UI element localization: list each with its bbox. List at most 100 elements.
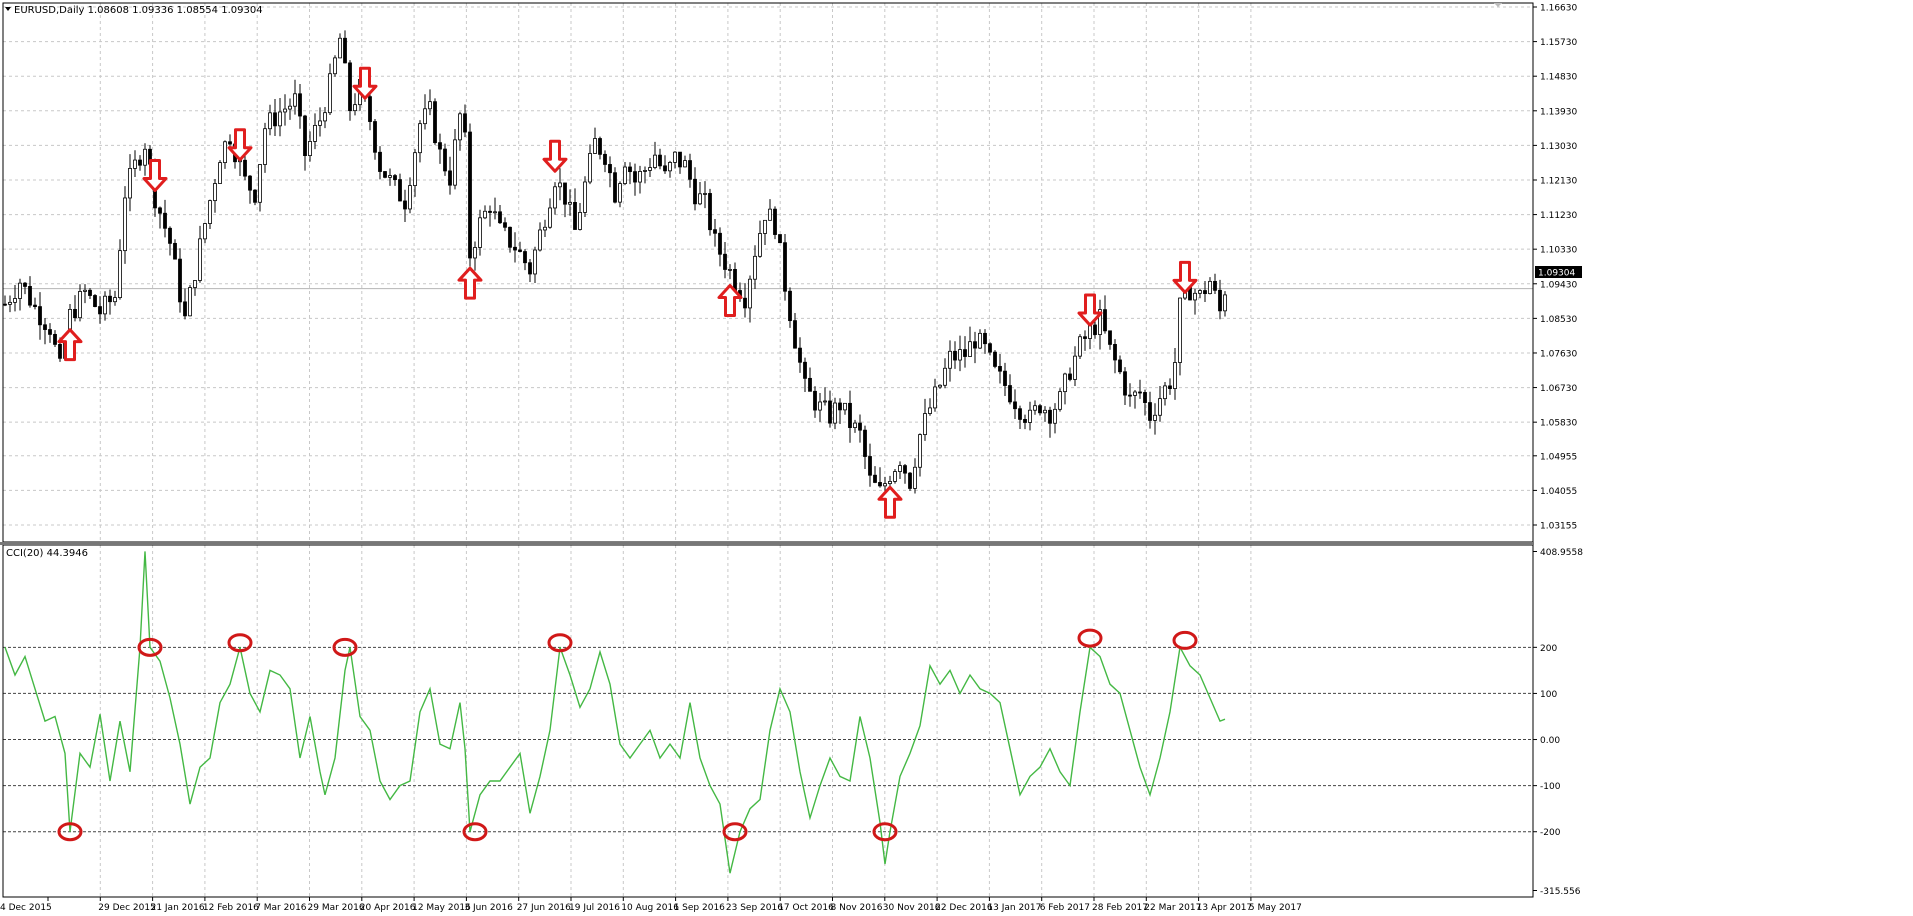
candle-body (1213, 280, 1217, 291)
candle-body (733, 268, 737, 291)
candle-body (613, 172, 617, 203)
candle-body (368, 96, 372, 122)
date-tick-label: 7 Mar 2016 (255, 903, 307, 913)
dropdown-triangle-icon[interactable] (5, 7, 11, 11)
date-tick-label: 28 Feb 2017 (1092, 903, 1148, 913)
candle-body (778, 234, 782, 244)
candle-body (933, 386, 937, 409)
candle-body (948, 350, 952, 369)
price-tick-label: 1.04955 (1540, 452, 1577, 462)
candle-body (543, 226, 547, 231)
candle-body (198, 238, 202, 281)
candle-body (1078, 336, 1082, 357)
signal-circle (872, 822, 898, 842)
candle-body (88, 289, 92, 296)
candle-body (328, 73, 332, 114)
candle-body (408, 185, 412, 210)
candle-body (698, 193, 702, 205)
candle-body (583, 181, 587, 213)
shift-marker-icon[interactable] (1494, 3, 1502, 7)
arrow-down-icon (352, 66, 378, 100)
candle-body (818, 401, 822, 411)
candle-body (323, 112, 327, 122)
signal-circle (1172, 630, 1198, 650)
candle-body (768, 208, 772, 221)
candle-body (548, 207, 552, 228)
candle-body (908, 472, 912, 489)
candle-body (208, 200, 212, 224)
candle-body (493, 211, 497, 214)
date-tick-label: 29 Dec 2015 (98, 903, 156, 913)
candle-body (1123, 371, 1127, 396)
candle-body (308, 141, 312, 157)
candle-body (463, 113, 467, 133)
candle-body (453, 139, 457, 186)
date-tick-label: 22 Mar 2017 (1144, 903, 1201, 913)
candle-body (1173, 362, 1177, 389)
candle-body (788, 290, 792, 322)
candle-body (568, 202, 572, 205)
price-tick-label: 1.14830 (1540, 73, 1577, 83)
signal-circle (462, 822, 488, 842)
arrow-down-icon (227, 128, 253, 162)
cci-tick-label: -100 (1540, 782, 1561, 792)
candle-body (1058, 391, 1062, 410)
grid-layer (3, 3, 1533, 897)
price-tick-label: 1.16630 (1540, 4, 1577, 14)
candle-body (283, 108, 287, 113)
axis-layer: 1.16630 1.15730 1.14830 1.13930 1.13030 1.121… (0, 4, 1583, 914)
price-tick-label: 1.07630 (1540, 349, 1577, 359)
price-tick-label: 1.06730 (1540, 384, 1577, 394)
candle-body (903, 465, 907, 474)
candle-body (623, 166, 627, 184)
candle-body (483, 210, 487, 219)
candle-body (563, 182, 567, 205)
candle-body (1153, 414, 1157, 421)
candle-body (373, 121, 377, 153)
signal-circle (332, 637, 358, 657)
candle-body (503, 222, 507, 228)
price-tick-label: 1.15730 (1540, 38, 1577, 48)
candle-body (1133, 391, 1137, 396)
candle-body (288, 105, 292, 110)
candle-body (638, 171, 642, 183)
date-tick-label: 20 Apr 2016 (360, 903, 416, 913)
candle-body (518, 249, 522, 252)
date-tick-label: 17 Oct 2016 (778, 903, 834, 913)
candle-body (813, 390, 817, 411)
candle-body (853, 422, 857, 428)
candle-body (1148, 402, 1152, 421)
candle-body (1163, 385, 1167, 400)
candle-body (1013, 401, 1017, 410)
cci-layer (4, 551, 1226, 874)
date-tick-label: 6 Feb 2017 (1040, 903, 1090, 913)
candle-body (928, 407, 932, 414)
candle-body (1003, 370, 1007, 386)
candle-body (1108, 330, 1112, 345)
candle-body (338, 37, 342, 59)
candle-body (658, 154, 662, 167)
candle-body (748, 278, 752, 309)
candle-body (988, 343, 992, 353)
candle-body (343, 37, 347, 64)
candle-body (158, 207, 162, 214)
candle-body (673, 151, 677, 163)
price-tick-label: 1.09430 (1540, 280, 1577, 290)
candle-body (213, 183, 217, 202)
candle-body (428, 101, 432, 110)
cci-tick-label: -200 (1540, 828, 1561, 838)
candle-body (688, 160, 692, 180)
candle-body (413, 152, 417, 186)
candle-body (293, 93, 297, 107)
candle-body (228, 141, 232, 145)
candle-body (83, 289, 87, 292)
candle-body (3, 303, 7, 306)
candle-body (643, 170, 647, 172)
candle-body (73, 308, 77, 319)
candle-body (1088, 324, 1092, 339)
candle-body (348, 62, 352, 112)
candle-body (193, 280, 197, 288)
candle-body (398, 179, 402, 202)
candle-body (923, 413, 927, 436)
candle-body (1018, 408, 1022, 420)
